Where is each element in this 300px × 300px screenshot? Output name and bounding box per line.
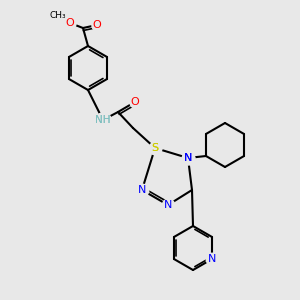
Text: N: N bbox=[138, 185, 146, 195]
Text: N: N bbox=[184, 153, 192, 163]
Text: N: N bbox=[164, 200, 172, 210]
Text: NH: NH bbox=[95, 115, 111, 125]
Text: N: N bbox=[208, 254, 216, 264]
Text: O: O bbox=[130, 97, 140, 107]
Text: O: O bbox=[93, 20, 101, 30]
Text: S: S bbox=[152, 143, 159, 153]
Text: S: S bbox=[152, 143, 159, 153]
Text: N: N bbox=[184, 153, 192, 163]
Text: NH: NH bbox=[95, 115, 111, 125]
Text: CH₃: CH₃ bbox=[50, 11, 66, 20]
Text: O: O bbox=[66, 18, 74, 28]
